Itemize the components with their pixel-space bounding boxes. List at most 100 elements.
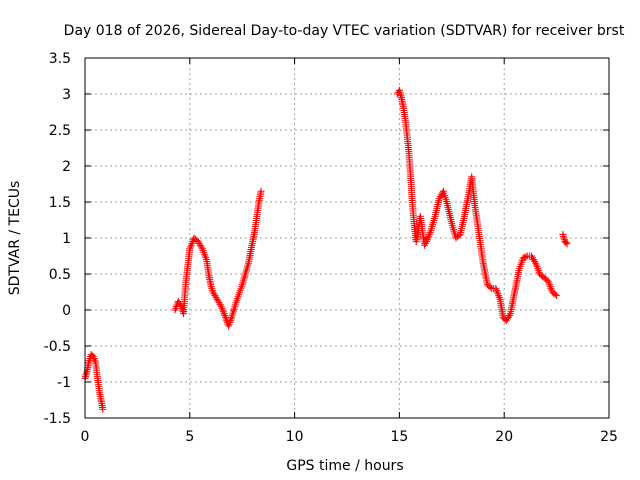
data-point xyxy=(545,279,553,287)
data-point xyxy=(396,88,404,96)
data-point xyxy=(532,261,540,269)
data-point xyxy=(502,317,510,325)
y-tick-label: 0 xyxy=(62,303,71,319)
data-point xyxy=(221,313,229,321)
data-point xyxy=(186,243,194,251)
data-point xyxy=(560,234,568,242)
data-point xyxy=(530,256,538,264)
data-point xyxy=(197,243,205,251)
data-point xyxy=(423,236,431,244)
y-tick-label: 0.5 xyxy=(49,267,71,283)
data-point xyxy=(207,281,215,289)
data-point xyxy=(194,238,202,246)
axis-ticks xyxy=(84,57,610,419)
y-tick-label: 3.5 xyxy=(49,51,71,67)
data-point xyxy=(82,371,90,379)
data-point xyxy=(559,232,567,240)
data-point xyxy=(421,241,429,249)
data-point xyxy=(546,281,554,289)
data-point xyxy=(504,313,512,321)
y-tick-label: 2.5 xyxy=(49,123,71,139)
data-point xyxy=(201,252,209,260)
y-axis-label: SDTVAR / TECUs xyxy=(7,181,23,296)
data-point xyxy=(425,230,433,238)
data-point xyxy=(176,301,184,309)
data-point xyxy=(200,248,208,256)
x-tick-label: 25 xyxy=(600,429,618,445)
data-point xyxy=(532,259,540,267)
data-point xyxy=(208,286,216,294)
data-point xyxy=(227,315,235,323)
data-point xyxy=(207,283,215,291)
data-point xyxy=(397,92,405,100)
data-point xyxy=(527,252,535,260)
data-point xyxy=(219,308,227,316)
data-point xyxy=(202,254,210,262)
x-tick-label: 5 xyxy=(185,429,194,445)
data-point xyxy=(493,286,501,294)
data-point xyxy=(563,240,571,248)
data-point xyxy=(91,356,99,364)
data-point xyxy=(99,405,107,413)
data-point xyxy=(559,230,567,238)
data-point xyxy=(560,236,568,244)
data-point xyxy=(522,253,530,261)
data-point xyxy=(495,293,503,301)
y-tick-label: 3 xyxy=(62,87,71,103)
data-point xyxy=(503,315,511,323)
y-tick-label: 1.5 xyxy=(49,195,71,211)
data-point xyxy=(213,295,221,303)
data-point xyxy=(435,194,443,202)
data-point xyxy=(211,292,219,300)
data-point xyxy=(225,320,233,328)
data-point xyxy=(196,241,204,249)
data-point xyxy=(534,265,542,273)
data-point xyxy=(82,373,90,381)
data-point xyxy=(436,193,444,201)
data-point xyxy=(195,239,203,247)
data-point xyxy=(528,254,536,262)
data-point xyxy=(553,292,561,300)
grid-lines xyxy=(85,58,609,418)
data-point xyxy=(257,187,265,195)
data-point xyxy=(199,247,207,255)
data-point xyxy=(90,354,98,362)
x-tick-label: 0 xyxy=(81,429,90,445)
data-point xyxy=(423,238,431,246)
data-point xyxy=(198,245,206,253)
data-point xyxy=(551,290,559,298)
data-point xyxy=(493,288,501,296)
data-point xyxy=(216,301,224,309)
data-point xyxy=(187,241,195,249)
data-point xyxy=(547,284,555,292)
data-point xyxy=(217,302,225,310)
data-point xyxy=(396,90,404,98)
data-point xyxy=(494,290,502,298)
data-point xyxy=(422,239,430,247)
data-point xyxy=(214,297,222,305)
data-point xyxy=(395,86,403,94)
data-point xyxy=(495,292,503,300)
data-point xyxy=(171,306,179,314)
data-point xyxy=(208,284,216,292)
data-point xyxy=(492,284,500,292)
data-point xyxy=(210,290,218,298)
data-point xyxy=(426,229,434,237)
data-point xyxy=(425,232,433,240)
data-point xyxy=(209,288,217,296)
data-point xyxy=(188,239,196,247)
data-point xyxy=(225,322,233,330)
y-tick-labels: -1.5 -1 -0.5 0 0.5 1 1.5 2 2.5 3 3.5 xyxy=(44,51,71,427)
data-point xyxy=(219,306,227,314)
x-tick-label: 15 xyxy=(390,429,408,445)
data-point xyxy=(215,299,223,307)
data-point xyxy=(546,283,554,291)
data-point xyxy=(533,263,541,271)
y-tick-label: 1 xyxy=(62,231,71,247)
data-point xyxy=(221,311,229,319)
data-point xyxy=(424,234,432,242)
data-point xyxy=(83,369,91,377)
data-point xyxy=(218,304,226,312)
data-point xyxy=(212,293,220,301)
